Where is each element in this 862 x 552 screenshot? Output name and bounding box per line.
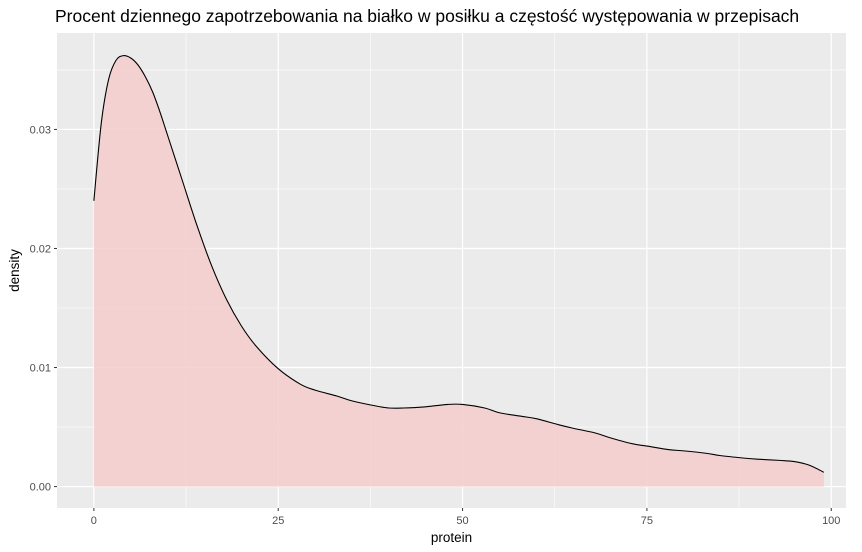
- density-area: [93, 55, 824, 487]
- x-tick-label: 0: [91, 515, 97, 527]
- y-tick-label: 0.00: [30, 482, 51, 494]
- density-line: [93, 54, 825, 473]
- y-axis-title: density: [7, 249, 22, 292]
- x-tick-label: 50: [456, 515, 468, 527]
- x-tick-label: 100: [822, 515, 840, 527]
- x-axis-title: protein: [431, 530, 472, 545]
- x-tick-label: 25: [272, 515, 284, 527]
- y-tick-label: 0.03: [30, 124, 51, 136]
- y-tick-label: 0.02: [30, 243, 51, 255]
- y-tick-label: 0.01: [30, 363, 51, 375]
- x-axis-ticks: 0 25 50 75 100: [91, 508, 840, 527]
- y-axis-ticks: 0.00 0.01 0.02 0.03: [30, 124, 57, 494]
- minor-gridlines: [57, 33, 846, 508]
- chart-title: Procent dziennego zapotrzebowania na bia…: [55, 6, 799, 26]
- x-tick-label: 75: [641, 515, 653, 527]
